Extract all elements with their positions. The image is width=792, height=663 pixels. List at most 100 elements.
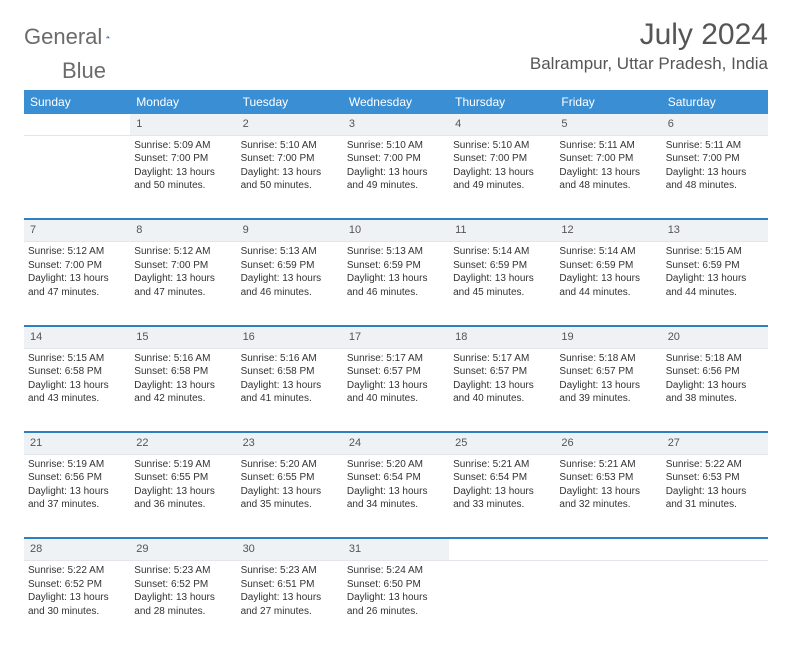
- day-cell: Sunrise: 5:22 AMSunset: 6:52 PMDaylight:…: [24, 561, 130, 645]
- daylight-line: Daylight: 13 hours and 46 minutes.: [241, 272, 339, 299]
- sunset-line: Sunset: 7:00 PM: [28, 259, 126, 273]
- day-cell: Sunrise: 5:12 AMSunset: 7:00 PMDaylight:…: [24, 242, 130, 326]
- day-cell: Sunrise: 5:11 AMSunset: 7:00 PMDaylight:…: [555, 135, 661, 219]
- day-number: 12: [555, 220, 661, 241]
- weekday-header: Monday: [130, 90, 236, 114]
- sunrise-line: Sunrise: 5:10 AM: [241, 139, 339, 153]
- daylight-line: Daylight: 13 hours and 48 minutes.: [666, 166, 764, 193]
- daylight-line: Daylight: 13 hours and 30 minutes.: [28, 591, 126, 618]
- day-number: 9: [237, 220, 343, 241]
- sunrise-line: Sunrise: 5:09 AM: [134, 139, 232, 153]
- day-number: 27: [662, 433, 768, 454]
- day-number: 11: [449, 220, 555, 241]
- week-row: Sunrise: 5:12 AMSunset: 7:00 PMDaylight:…: [24, 242, 768, 326]
- daylight-line: Daylight: 13 hours and 36 minutes.: [134, 485, 232, 512]
- sail-icon: [106, 28, 110, 46]
- day-cell: Sunrise: 5:18 AMSunset: 6:56 PMDaylight:…: [662, 348, 768, 432]
- sunset-line: Sunset: 7:00 PM: [453, 152, 551, 166]
- daylight-line: Daylight: 13 hours and 47 minutes.: [28, 272, 126, 299]
- day-number: 5: [555, 114, 661, 135]
- day-cell: Sunrise: 5:21 AMSunset: 6:53 PMDaylight:…: [555, 454, 661, 538]
- daylight-line: Daylight: 13 hours and 39 minutes.: [559, 379, 657, 406]
- day-cell: Sunrise: 5:10 AMSunset: 7:00 PMDaylight:…: [237, 135, 343, 219]
- weekday-header: Friday: [555, 90, 661, 114]
- daylight-line: Daylight: 13 hours and 37 minutes.: [28, 485, 126, 512]
- calendar-table: Sunday Monday Tuesday Wednesday Thursday…: [24, 90, 768, 645]
- sunrise-line: Sunrise: 5:17 AM: [453, 352, 551, 366]
- sunrise-line: Sunrise: 5:16 AM: [134, 352, 232, 366]
- day-number: [24, 114, 130, 135]
- sunset-line: Sunset: 6:59 PM: [559, 259, 657, 273]
- sunset-line: Sunset: 6:58 PM: [28, 365, 126, 379]
- daynum-row: 123456: [24, 114, 768, 135]
- day-cell: [662, 561, 768, 645]
- sunrise-line: Sunrise: 5:22 AM: [28, 564, 126, 578]
- day-number: 16: [237, 327, 343, 348]
- sunset-line: Sunset: 6:54 PM: [453, 471, 551, 485]
- sunset-line: Sunset: 6:57 PM: [347, 365, 445, 379]
- weekday-header: Thursday: [449, 90, 555, 114]
- daylight-line: Daylight: 13 hours and 40 minutes.: [453, 379, 551, 406]
- sunrise-line: Sunrise: 5:19 AM: [134, 458, 232, 472]
- day-cell: Sunrise: 5:19 AMSunset: 6:56 PMDaylight:…: [24, 454, 130, 538]
- daylight-line: Daylight: 13 hours and 48 minutes.: [559, 166, 657, 193]
- day-cell: Sunrise: 5:20 AMSunset: 6:54 PMDaylight:…: [343, 454, 449, 538]
- brand-logo: General: [24, 18, 130, 50]
- day-cell: Sunrise: 5:17 AMSunset: 6:57 PMDaylight:…: [449, 348, 555, 432]
- sunset-line: Sunset: 6:53 PM: [559, 471, 657, 485]
- sunset-line: Sunset: 6:57 PM: [559, 365, 657, 379]
- day-cell: Sunrise: 5:15 AMSunset: 6:59 PMDaylight:…: [662, 242, 768, 326]
- sunset-line: Sunset: 6:59 PM: [453, 259, 551, 273]
- sunset-line: Sunset: 6:59 PM: [347, 259, 445, 273]
- sunrise-line: Sunrise: 5:24 AM: [347, 564, 445, 578]
- day-number: 23: [237, 433, 343, 454]
- daynum-row: 78910111213: [24, 220, 768, 241]
- daylight-line: Daylight: 13 hours and 43 minutes.: [28, 379, 126, 406]
- sunrise-line: Sunrise: 5:12 AM: [28, 245, 126, 259]
- day-cell: Sunrise: 5:21 AMSunset: 6:54 PMDaylight:…: [449, 454, 555, 538]
- sunrise-line: Sunrise: 5:23 AM: [241, 564, 339, 578]
- sunrise-line: Sunrise: 5:10 AM: [347, 139, 445, 153]
- weekday-header: Tuesday: [237, 90, 343, 114]
- day-cell: Sunrise: 5:09 AMSunset: 7:00 PMDaylight:…: [130, 135, 236, 219]
- sunrise-line: Sunrise: 5:14 AM: [559, 245, 657, 259]
- day-number: 21: [24, 433, 130, 454]
- sunset-line: Sunset: 6:53 PM: [666, 471, 764, 485]
- day-number: [662, 539, 768, 560]
- day-cell: Sunrise: 5:12 AMSunset: 7:00 PMDaylight:…: [130, 242, 236, 326]
- day-cell: Sunrise: 5:14 AMSunset: 6:59 PMDaylight:…: [449, 242, 555, 326]
- sunrise-line: Sunrise: 5:13 AM: [241, 245, 339, 259]
- day-cell: Sunrise: 5:20 AMSunset: 6:55 PMDaylight:…: [237, 454, 343, 538]
- day-number: 29: [130, 539, 236, 560]
- sunset-line: Sunset: 6:52 PM: [134, 578, 232, 592]
- sunset-line: Sunset: 7:00 PM: [347, 152, 445, 166]
- sunrise-line: Sunrise: 5:20 AM: [347, 458, 445, 472]
- daylight-line: Daylight: 13 hours and 50 minutes.: [241, 166, 339, 193]
- day-number: 22: [130, 433, 236, 454]
- day-number: 31: [343, 539, 449, 560]
- daylight-line: Daylight: 13 hours and 44 minutes.: [559, 272, 657, 299]
- day-number: [555, 539, 661, 560]
- sunrise-line: Sunrise: 5:18 AM: [559, 352, 657, 366]
- sunrise-line: Sunrise: 5:19 AM: [28, 458, 126, 472]
- weekday-header: Wednesday: [343, 90, 449, 114]
- sunset-line: Sunset: 6:59 PM: [666, 259, 764, 273]
- daylight-line: Daylight: 13 hours and 26 minutes.: [347, 591, 445, 618]
- day-cell: Sunrise: 5:16 AMSunset: 6:58 PMDaylight:…: [237, 348, 343, 432]
- day-number: 2: [237, 114, 343, 135]
- sunrise-line: Sunrise: 5:21 AM: [559, 458, 657, 472]
- sunset-line: Sunset: 6:55 PM: [241, 471, 339, 485]
- day-cell: Sunrise: 5:11 AMSunset: 7:00 PMDaylight:…: [662, 135, 768, 219]
- sunset-line: Sunset: 6:59 PM: [241, 259, 339, 273]
- day-number: 6: [662, 114, 768, 135]
- week-row: Sunrise: 5:09 AM Sunset: 7:00 PM Daylight:…: [24, 135, 768, 219]
- weekday-header: Sunday: [24, 90, 130, 114]
- daylight-line: Daylight: 13 hours and 41 minutes.: [241, 379, 339, 406]
- day-cell: [555, 561, 661, 645]
- day-number: 18: [449, 327, 555, 348]
- sunrise-line: Sunrise: 5:11 AM: [666, 139, 764, 153]
- brand-text-2: Blue: [62, 58, 106, 83]
- day-number: 26: [555, 433, 661, 454]
- day-number: 15: [130, 327, 236, 348]
- daylight-line: Daylight: 13 hours and 31 minutes.: [666, 485, 764, 512]
